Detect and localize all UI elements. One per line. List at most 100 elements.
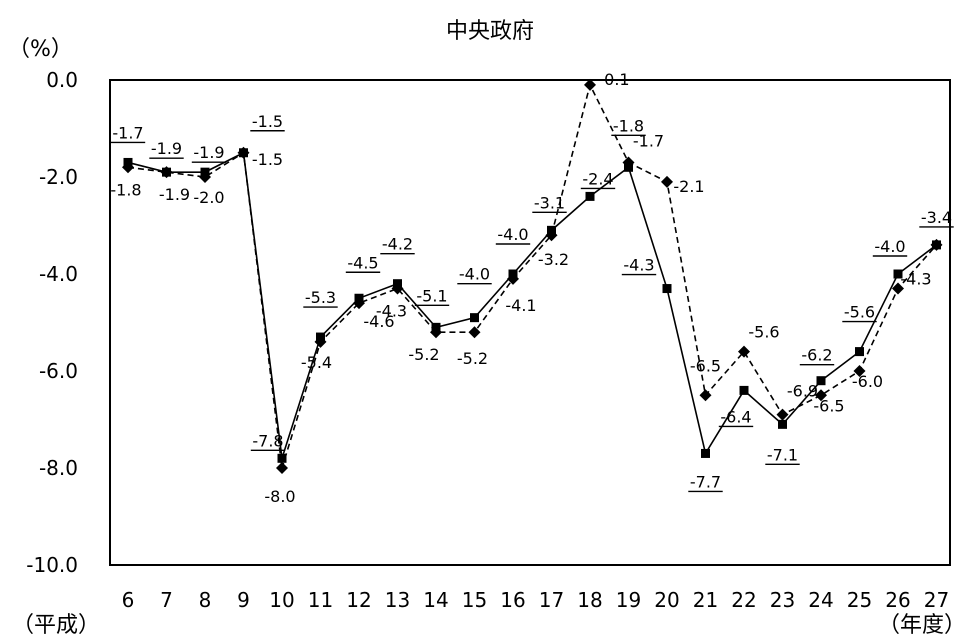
data-point-square: [778, 419, 787, 429]
data-point-square: [470, 313, 479, 323]
data-label-dashed: -6.5: [813, 396, 844, 415]
data-point-diamond: [353, 297, 365, 310]
data-label-solid: -1.8: [613, 116, 644, 135]
data-label-dashed: -1.8: [110, 180, 141, 199]
y-tick-label: -2.0: [39, 165, 78, 189]
data-point-diamond: [391, 282, 404, 295]
data-label-solid: -7.1: [767, 445, 798, 464]
data-point-square: [277, 453, 287, 463]
x-tick-label: 19: [616, 588, 641, 612]
data-label-solid: -4.0: [459, 265, 490, 284]
data-point-diamond: [430, 326, 442, 339]
x-tick-label: 26: [885, 588, 910, 612]
data-label-dashed: -3.2: [538, 250, 569, 269]
data-label-dashed: -0.1: [598, 70, 629, 89]
plot-area: [109, 79, 951, 566]
data-point-diamond: [622, 156, 635, 169]
data-label-dashed: -8.0: [264, 487, 295, 506]
data-label-solid: -1.9: [193, 143, 224, 162]
data-label-solid: -4.5: [347, 253, 378, 272]
x-tick-label: 20: [654, 588, 679, 612]
data-point-diamond: [545, 229, 558, 242]
data-point-diamond: [314, 335, 327, 348]
x-tick-label: 22: [731, 588, 756, 612]
data-label-solid: -7.8: [252, 431, 283, 450]
x-tick-label: 7: [160, 588, 173, 612]
data-point-square: [662, 284, 672, 294]
y-tick-label: -10.0: [26, 553, 78, 577]
data-point-diamond: [930, 238, 943, 251]
data-label-dashed: -4.1: [505, 296, 536, 315]
data-point-diamond: [122, 161, 134, 174]
data-label-dashed: -2.1: [673, 177, 704, 196]
data-point-diamond: [853, 365, 866, 377]
x-tick-label: 14: [423, 588, 448, 612]
x-tick-label: 17: [539, 588, 564, 612]
data-label-solid: -2.4: [582, 169, 613, 188]
data-point-diamond: [699, 389, 712, 402]
data-label-dashed: -4.3: [376, 302, 407, 321]
data-point-square: [893, 269, 903, 279]
x-tick-label: 8: [199, 588, 212, 612]
y-tick-label: 0.0: [46, 68, 78, 92]
data-label-solid: -4.2: [382, 235, 413, 254]
data-point-diamond: [738, 345, 750, 358]
x-tick-label: 24: [808, 588, 833, 612]
x-tick-label: 9: [237, 588, 250, 612]
data-point-diamond: [661, 175, 673, 188]
data-label-dashed: -4.6: [363, 312, 394, 331]
data-label-solid: -1.7: [112, 123, 143, 142]
data-point-square: [739, 385, 749, 395]
data-label-solid: -6.4: [720, 407, 751, 426]
data-point-square: [701, 448, 710, 458]
x-tick-label: 13: [385, 588, 410, 612]
data-label-solid: -5.1: [416, 286, 447, 305]
data-point-diamond: [237, 146, 250, 159]
data-label-dashed: -6.9: [787, 382, 818, 401]
data-label-dashed: -5.4: [301, 353, 332, 372]
data-label-solid: -6.2: [801, 346, 832, 365]
data-label-dashed: -6.0: [852, 372, 883, 391]
series-line-solid: [127, 151, 937, 459]
data-label-dashed: -5.6: [748, 323, 779, 342]
data-label-solid: -1.5: [252, 112, 283, 131]
data-label-solid: -5.3: [305, 288, 336, 307]
x-tick-label: 18: [577, 588, 602, 612]
series-line-dashed: [127, 82, 938, 469]
x-tick-label: 16: [500, 588, 525, 612]
data-label-dashed: -1.9: [159, 185, 190, 204]
data-label-solid: -5.6: [844, 303, 875, 322]
data-point-diamond: [815, 389, 827, 402]
x-tick-label: 12: [346, 588, 371, 612]
data-label-dashed: -2.0: [193, 188, 224, 207]
data-label-dashed: -5.2: [457, 349, 488, 368]
x-tick-label: 10: [269, 588, 294, 612]
data-label-solid: -3.1: [534, 193, 565, 212]
data-label-dashed: -1.5: [252, 150, 283, 169]
data-point-diamond: [584, 78, 596, 91]
x-tick-label: 11: [308, 588, 333, 612]
data-point-square: [855, 347, 864, 357]
x-tick-label: 27: [924, 588, 949, 612]
x-tick-label: 15: [462, 588, 487, 612]
y-tick-label: -8.0: [39, 456, 78, 480]
data-point-diamond: [276, 462, 288, 474]
data-point-square: [816, 376, 826, 386]
data-point-diamond: [776, 408, 789, 421]
data-point-diamond: [507, 272, 519, 285]
data-label-solid: -4.0: [497, 225, 528, 244]
x-era-label: （平成）: [12, 613, 100, 636]
x-tick-label: 21: [693, 588, 718, 612]
data-point-diamond: [468, 326, 481, 339]
data-label-solid: -1.9: [151, 139, 182, 158]
data-label-solid: -4.3: [623, 256, 654, 275]
x-tick-label: 25: [847, 588, 872, 612]
data-point-diamond: [199, 171, 211, 183]
data-label-solid: -4.0: [874, 237, 905, 256]
y-unit-label: （%）: [8, 37, 73, 62]
x-tick-label: 23: [770, 588, 795, 612]
y-tick-label: -4.0: [39, 262, 78, 286]
y-tick-label: -6.0: [39, 359, 78, 383]
data-label-dashed: -6.5: [690, 356, 721, 375]
